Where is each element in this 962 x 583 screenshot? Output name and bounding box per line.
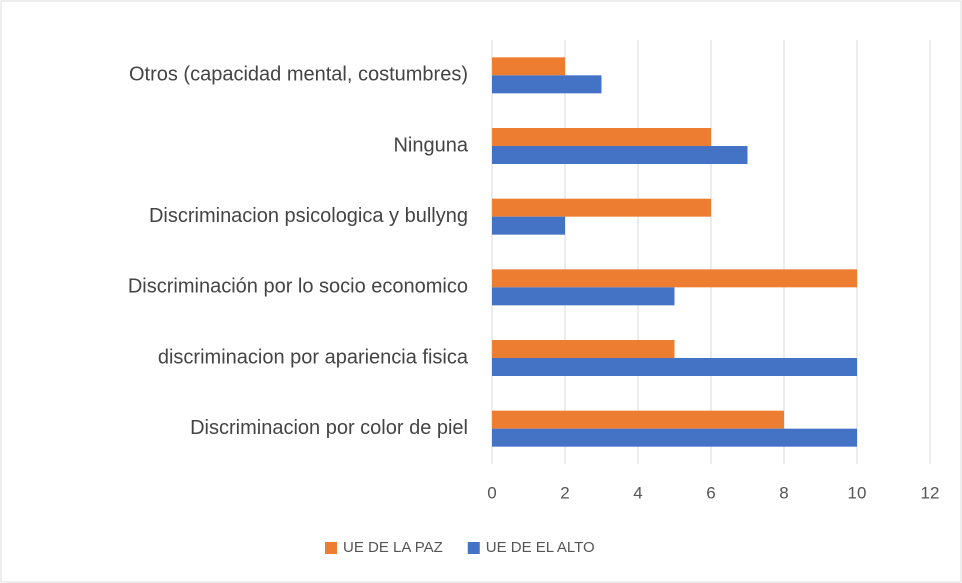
bar [492, 340, 675, 358]
legend-swatch [325, 542, 337, 554]
y-tick-label: Ninguna [393, 134, 468, 156]
bar [492, 410, 784, 429]
x-tick-label: 8 [779, 483, 788, 502]
y-tick-label: Discriminacion por color de piel [190, 417, 468, 439]
bar [492, 146, 748, 164]
y-tick-label: Discriminacion psicologica y bullyng [149, 205, 468, 227]
x-tick-label: 0 [487, 483, 496, 502]
x-tick-label: 6 [706, 483, 715, 502]
x-tick-label: 2 [560, 483, 569, 502]
y-tick-label: Otros (capacidad mental, costumbres) [129, 64, 468, 86]
bar [492, 269, 857, 288]
bar [492, 57, 565, 76]
x-tick-label: 12 [921, 483, 940, 502]
y-tick-label: discriminacion por apariencia fisica [158, 346, 469, 368]
bar [492, 358, 857, 376]
bar [492, 198, 711, 217]
x-tick-label: 4 [633, 483, 642, 502]
bar [492, 216, 565, 235]
bar [492, 287, 675, 306]
bar [492, 128, 711, 146]
bar [492, 428, 857, 447]
bar [492, 75, 602, 94]
legend-label: UE DE LA PAZ [343, 539, 443, 556]
legend-swatch [467, 542, 480, 554]
legend-label: UE DE EL ALTO [486, 539, 595, 556]
x-tick-label: 10 [848, 483, 867, 502]
y-tick-label: Discriminación por lo socio economico [128, 276, 468, 298]
